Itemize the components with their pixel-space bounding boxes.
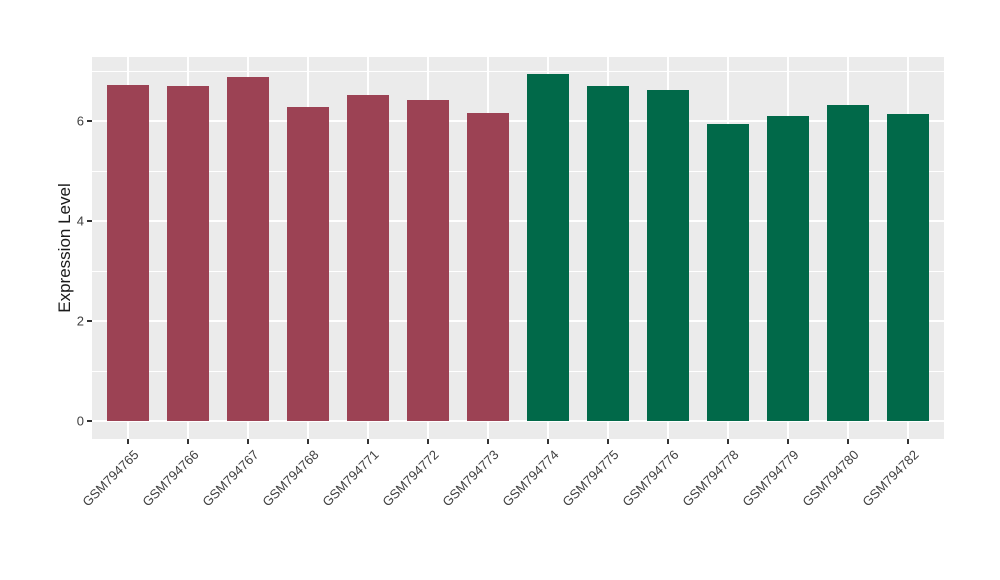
bar (167, 85, 209, 421)
gridline-major (92, 220, 944, 222)
y-tick-label: 0 (76, 413, 84, 429)
plot-panel (92, 57, 944, 439)
gridline-minor (92, 270, 944, 272)
y-tick-mark (87, 220, 92, 222)
x-tick-label: GSM794771 (319, 447, 382, 510)
bar (707, 123, 749, 421)
x-tick-label: GSM794779 (739, 447, 802, 510)
x-tick-mark (907, 439, 909, 444)
x-tick-label: GSM794765 (79, 447, 142, 510)
x-tick-mark (367, 439, 369, 444)
gridline-major (92, 420, 944, 422)
gridline-minor (92, 70, 944, 72)
x-tick-label: GSM794772 (379, 447, 442, 510)
x-tick-label: GSM794766 (139, 447, 202, 510)
x-tick-mark (127, 439, 129, 444)
gridline-major (92, 320, 944, 322)
x-tick-mark (547, 439, 549, 444)
y-tick-mark (87, 420, 92, 422)
bar (347, 95, 389, 421)
bar (467, 112, 509, 421)
x-tick-mark (787, 439, 789, 444)
x-tick-label: GSM794774 (499, 447, 562, 510)
gridline-minor (92, 370, 944, 372)
x-tick-mark (667, 439, 669, 444)
x-tick-mark (247, 439, 249, 444)
x-tick-label: GSM794767 (199, 447, 262, 510)
x-tick-mark (607, 439, 609, 444)
x-tick-label: GSM794768 (259, 447, 322, 510)
y-tick-label: 4 (76, 213, 84, 229)
x-tick-mark (487, 439, 489, 444)
bar (767, 115, 809, 421)
bar (107, 84, 149, 421)
x-tick-label: GSM794776 (619, 447, 682, 510)
bar (287, 107, 329, 421)
x-tick-label: GSM794775 (559, 447, 622, 510)
bar (887, 113, 929, 421)
bar (587, 86, 629, 421)
gridline-major (92, 120, 944, 122)
x-tick-mark (847, 439, 849, 444)
bar (527, 74, 569, 421)
bar (227, 77, 269, 421)
x-tick-label: GSM794778 (679, 447, 742, 510)
x-tick-label: GSM794773 (439, 447, 502, 510)
x-tick-label: GSM794782 (859, 447, 922, 510)
y-tick-mark (87, 120, 92, 122)
bar (407, 100, 449, 421)
x-tick-mark (427, 439, 429, 444)
bar (647, 90, 689, 421)
x-tick-mark (727, 439, 729, 444)
x-tick-label: GSM794780 (799, 447, 862, 510)
gridline-minor (92, 170, 944, 172)
bar (827, 104, 869, 421)
x-tick-mark (187, 439, 189, 444)
y-axis-title: Expression Level (55, 183, 74, 313)
x-tick-mark (307, 439, 309, 444)
y-tick-mark (87, 320, 92, 322)
y-tick-label: 6 (76, 113, 84, 129)
y-tick-label: 2 (76, 313, 84, 329)
